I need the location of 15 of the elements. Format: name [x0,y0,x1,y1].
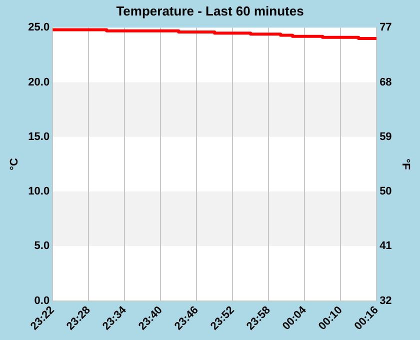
y2-axis-title: °F [399,158,412,170]
y-tick-label: 0.0 [34,294,50,307]
y2-tick-label: 41 [380,240,392,252]
y2-tick-label: 50 [380,186,392,198]
y2-tick-label: 77 [380,22,392,34]
y-tick-label: 5.0 [34,240,50,252]
y2-tick-label: 68 [380,76,392,88]
y-tick-label: 15.0 [28,130,50,143]
y2-tick-label: 32 [380,294,392,307]
y2-tick-label: 59 [380,130,392,143]
chart-title: Temperature - Last 60 minutes [116,3,304,18]
y-tick-label: 10.0 [28,186,50,198]
y-axis-title: °C [8,158,21,170]
y-tick-label: 25.0 [28,22,50,34]
y-tick-label: 20.0 [28,76,50,88]
